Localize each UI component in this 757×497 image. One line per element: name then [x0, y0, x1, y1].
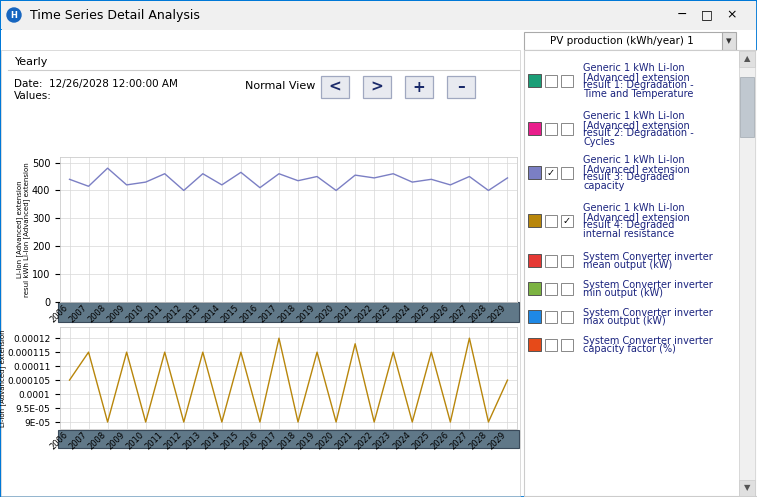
Text: [Advanced] extension: [Advanced] extension: [583, 212, 690, 222]
Circle shape: [7, 8, 21, 22]
Bar: [561, 215, 573, 227]
Text: ✓: ✓: [547, 168, 555, 178]
Text: result 3: Degraded: result 3: Degraded: [583, 172, 674, 182]
Bar: [528, 282, 541, 295]
Bar: [321, 76, 349, 98]
Text: Cycles: Cycles: [583, 137, 615, 147]
Text: Time Series Detail Analysis: Time Series Detail Analysis: [30, 8, 200, 21]
Bar: [545, 75, 557, 87]
Text: □: □: [697, 8, 717, 21]
Text: max output (kW): max output (kW): [583, 316, 665, 326]
Text: –: –: [457, 80, 465, 94]
Bar: [528, 122, 541, 135]
Text: ✓: ✓: [563, 216, 571, 226]
Text: [Advanced] extension: [Advanced] extension: [583, 72, 690, 82]
Bar: [528, 338, 541, 351]
Text: Generic 1 kWh Li-Ion: Generic 1 kWh Li-Ion: [583, 111, 684, 121]
Y-axis label: Li-Ion [Advanced] extension resul
Li-Ion [Advanced] extension: Li-Ion [Advanced] extension resul Li-Ion…: [0, 320, 6, 436]
Bar: [739, 50, 755, 496]
Bar: [58, 430, 519, 448]
Text: Values:: Values:: [14, 91, 52, 101]
Text: System Converter inverter: System Converter inverter: [583, 252, 713, 262]
Bar: [528, 74, 541, 87]
Bar: [1, 50, 520, 496]
Text: Time and Temperature: Time and Temperature: [583, 89, 693, 99]
Text: Normal View: Normal View: [245, 81, 315, 91]
Bar: [545, 311, 557, 323]
Text: internal resistance: internal resistance: [583, 229, 674, 239]
Bar: [1, 1, 756, 29]
Text: ▾: ▾: [726, 36, 732, 46]
Bar: [545, 339, 557, 351]
Text: System Converter inverter: System Converter inverter: [583, 336, 713, 346]
Text: H: H: [11, 10, 17, 19]
Text: result 1: Degradation -: result 1: Degradation -: [583, 80, 693, 90]
Text: >: >: [371, 80, 383, 94]
Bar: [524, 50, 757, 496]
Bar: [561, 311, 573, 323]
Bar: [545, 167, 557, 179]
Bar: [545, 215, 557, 227]
Text: System Converter inverter: System Converter inverter: [583, 280, 713, 290]
Bar: [561, 75, 573, 87]
Bar: [528, 166, 541, 179]
Text: <: <: [329, 80, 341, 94]
Bar: [739, 51, 755, 67]
Text: result 4: Degraded: result 4: Degraded: [583, 220, 674, 230]
Bar: [561, 167, 573, 179]
Bar: [528, 214, 541, 227]
Bar: [528, 254, 541, 267]
Text: +: +: [413, 80, 425, 94]
Text: mean output (kW): mean output (kW): [583, 260, 672, 270]
Text: Generic 1 kWh Li-Ion: Generic 1 kWh Li-Ion: [583, 63, 684, 73]
Bar: [739, 480, 755, 496]
Bar: [545, 123, 557, 135]
Bar: [740, 77, 754, 137]
Text: capacity: capacity: [583, 181, 625, 191]
Text: PV production (kWh/year) 1: PV production (kWh/year) 1: [550, 36, 694, 46]
Text: result 2: Degradation -: result 2: Degradation -: [583, 128, 693, 138]
Text: ▲: ▲: [743, 55, 750, 64]
Bar: [528, 310, 541, 323]
Bar: [561, 283, 573, 295]
Bar: [545, 255, 557, 267]
Bar: [545, 283, 557, 295]
Text: Yearly: Yearly: [15, 57, 48, 67]
Text: ▼: ▼: [743, 484, 750, 493]
Bar: [58, 302, 519, 322]
Text: [Advanced] extension: [Advanced] extension: [583, 120, 690, 130]
Text: −: −: [673, 8, 691, 21]
Text: Generic 1 kWh Li-Ion: Generic 1 kWh Li-Ion: [583, 155, 684, 165]
Bar: [363, 76, 391, 98]
Bar: [8, 54, 56, 70]
Bar: [524, 32, 729, 50]
Text: Generic 1 kWh Li-Ion: Generic 1 kWh Li-Ion: [583, 203, 684, 213]
Text: capacity factor (%): capacity factor (%): [583, 344, 676, 354]
Bar: [561, 123, 573, 135]
Text: [Advanced] extension: [Advanced] extension: [583, 164, 690, 174]
Text: System Converter inverter: System Converter inverter: [583, 308, 713, 318]
Text: min output (kW): min output (kW): [583, 288, 663, 298]
Text: Date:  12/26/2028 12:00:00 AM: Date: 12/26/2028 12:00:00 AM: [14, 79, 178, 89]
Bar: [561, 255, 573, 267]
Bar: [722, 32, 736, 50]
Bar: [447, 76, 475, 98]
Bar: [561, 339, 573, 351]
Y-axis label: Li-Ion [Advanced] extension
resul kWh Li-Ion [Advanced] extension: Li-Ion [Advanced] extension resul kWh Li…: [16, 162, 30, 297]
Text: ×: ×: [723, 8, 741, 21]
Bar: [405, 76, 433, 98]
Bar: [1, 50, 520, 496]
